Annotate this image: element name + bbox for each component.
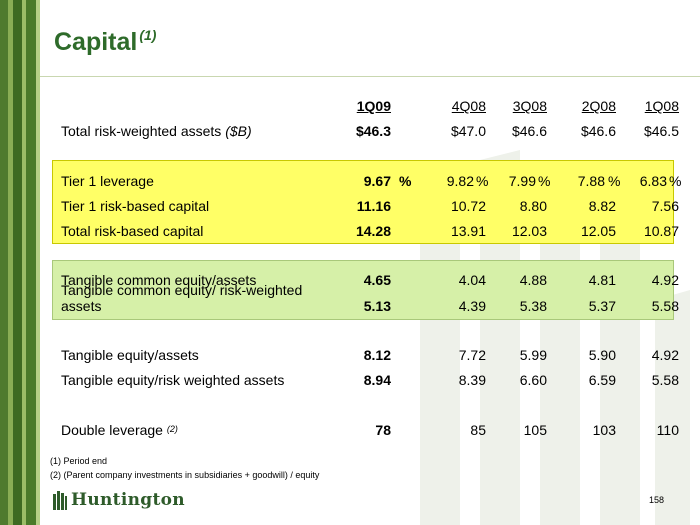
- percent-sign: %: [669, 173, 682, 189]
- huntington-logo: Huntington: [52, 489, 185, 511]
- cell: $46.6: [511, 123, 547, 139]
- percent-sign: %: [399, 173, 412, 189]
- cell: 7.72: [458, 347, 486, 363]
- cell: 4.88: [519, 272, 547, 288]
- cell: 8.94: [363, 372, 391, 388]
- row-label: Tangible equity/assets: [61, 347, 199, 363]
- row-label: Tangible common equity/ risk-weighted: [61, 282, 303, 298]
- slide-title: Capital (1): [54, 27, 157, 56]
- cell: 7.99: [508, 173, 536, 189]
- percent-sign: %: [476, 173, 489, 189]
- cell: 105: [523, 422, 547, 438]
- header-divider: [40, 76, 700, 77]
- left-decorative-stripes: [0, 0, 40, 525]
- row-label: Tier 1 leverage: [61, 173, 154, 189]
- cell: 6.60: [519, 372, 547, 388]
- cell: 6.59: [588, 372, 616, 388]
- footnote: (2) (Parent company investments in subsi…: [50, 470, 320, 480]
- cell: 6.83: [639, 173, 667, 189]
- percent-sign: %: [608, 173, 621, 189]
- cell: 5.90: [588, 347, 616, 363]
- percent-sign: %: [538, 173, 551, 189]
- footnote: (1) Period end: [50, 456, 108, 466]
- row-label: Tier 1 risk-based capital: [61, 198, 210, 214]
- col-header: 2Q08: [581, 98, 616, 114]
- footnotes: (1) Period end (2) (Parent company inves…: [50, 454, 319, 482]
- cell: 8.39: [458, 372, 486, 388]
- cell: 4.92: [651, 272, 679, 288]
- row-label: Total risk-weighted assets ($B): [61, 123, 252, 139]
- cell: 85: [470, 422, 486, 438]
- cell: 110: [656, 422, 679, 438]
- cell: 9.67: [363, 173, 391, 189]
- cell: 14.28: [355, 223, 391, 239]
- cell: 103: [592, 422, 616, 438]
- cell: 5.99: [519, 347, 547, 363]
- cell: 12.05: [580, 223, 616, 239]
- huntington-logo-icon: [53, 491, 67, 510]
- cell: $47.0: [450, 123, 486, 139]
- cell: 4.81: [588, 272, 616, 288]
- cell: 11.16: [356, 198, 391, 214]
- cell: 9.82: [446, 173, 474, 189]
- cell: 8.80: [519, 198, 547, 214]
- row-label: Tangible common equity/assets: [61, 272, 257, 288]
- col-header: 1Q09: [356, 98, 391, 114]
- row-label-continued: assets: [61, 298, 102, 314]
- row-label: Total risk-based capital: [61, 223, 204, 239]
- cell: 5.58: [651, 372, 679, 388]
- cell: 13.91: [450, 223, 486, 239]
- cell: 4.92: [651, 347, 679, 363]
- cell: 4.39: [458, 298, 486, 314]
- col-header: 4Q08: [451, 98, 486, 114]
- cell: 5.13: [363, 298, 391, 314]
- cell: 78: [375, 422, 391, 438]
- row-label: Double leverage (2): [61, 422, 178, 438]
- cell: 7.56: [651, 198, 679, 214]
- highlight-band-regulatory: [52, 160, 674, 244]
- page-number: 158: [648, 495, 664, 505]
- cell: 4.04: [458, 272, 486, 288]
- cell: $46.6: [580, 123, 616, 139]
- cell: $46.5: [643, 123, 679, 139]
- highlight-band-tangible-common: [52, 260, 674, 320]
- cell: $46.3: [355, 123, 391, 139]
- cell: 10.87: [643, 223, 679, 239]
- title-footnote-marker: (1): [139, 27, 157, 43]
- col-header: 1Q08: [644, 98, 679, 114]
- cell: 5.37: [588, 298, 616, 314]
- cell: 7.88: [577, 173, 605, 189]
- cell: 8.12: [363, 347, 391, 363]
- col-header: 3Q08: [512, 98, 547, 114]
- row-label: Tangible equity/risk weighted assets: [61, 372, 285, 388]
- cell: 5.38: [519, 298, 547, 314]
- cell: 12.03: [511, 223, 547, 239]
- cell: 4.65: [363, 272, 391, 288]
- cell: 10.72: [450, 198, 486, 214]
- cell: 5.58: [651, 298, 679, 314]
- cell: 8.82: [588, 198, 616, 214]
